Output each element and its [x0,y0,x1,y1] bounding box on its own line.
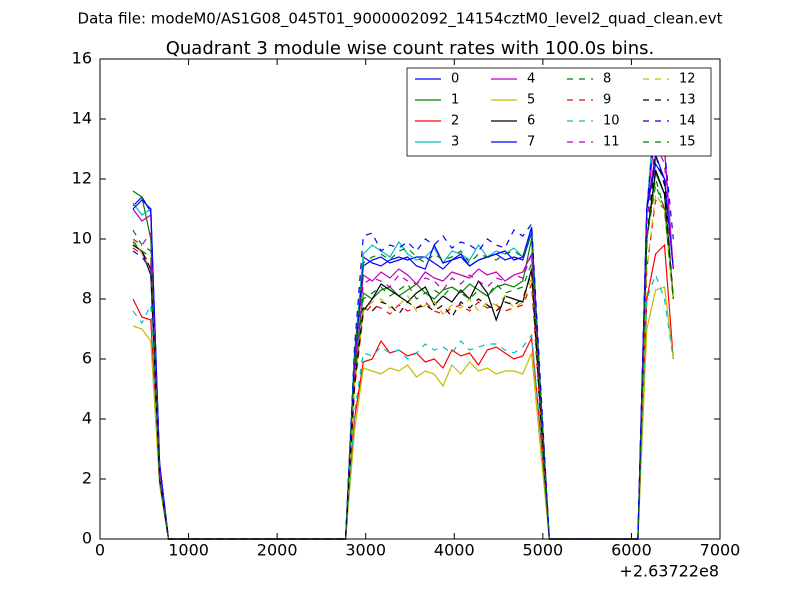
y-tick-label: 16 [72,49,92,68]
series-line [132,198,674,540]
series-line [132,97,674,540]
y-tick-label: 12 [72,169,92,188]
legend-label: 8 [603,72,611,87]
series-line [132,178,674,540]
series-line [132,243,674,540]
x-tick-label: 6000 [611,541,652,560]
legend-label: 0 [451,72,459,87]
x-tick-label: 3000 [345,541,386,560]
legend-label: 4 [527,72,535,87]
series-line [132,112,674,540]
x-tick-label: 4000 [434,541,475,560]
y-tick-label: 14 [72,109,92,128]
series-line [132,169,674,540]
x-tick-label: 1000 [168,541,209,560]
legend-label: 12 [679,72,696,87]
series-line [132,152,674,540]
x-tick-label: 0 [95,541,105,560]
y-tick-label: 4 [82,409,92,428]
x-tick-label: 2000 [257,541,298,560]
y-tick-label: 10 [72,229,92,248]
y-tick-label: 6 [82,349,92,368]
y-tick-label: 2 [82,469,92,488]
plot-area [132,97,674,540]
legend-label: 15 [679,135,696,150]
x-offset-label: +2.63722e8 [619,562,719,581]
series-line [132,182,674,540]
legend-label: 14 [679,114,696,129]
x-tick-label: 7000 [700,541,741,560]
y-tick-label: 0 [82,529,92,548]
series-line [132,170,674,540]
chart-title: Quadrant 3 module wise count rates with … [166,38,655,59]
legend-label: 2 [451,114,459,129]
series-line [132,154,674,540]
legend-label: 5 [527,93,535,108]
legend-label: 7 [527,135,535,150]
legend-label: 6 [527,114,535,129]
legend-label: 9 [603,93,611,108]
suptitle: Data file: modeM0/AS1G08_045T01_90000020… [78,10,723,29]
legend-label: 11 [603,135,620,150]
series-line [132,162,674,540]
series-line [132,140,674,540]
series-line [132,286,674,540]
series-line [132,125,674,540]
legend-label: 1 [451,93,459,108]
legend-label: 13 [679,93,696,108]
legend-box [406,67,712,157]
legend-label: 3 [451,135,459,150]
y-tick-label: 8 [82,289,92,308]
legend-label: 10 [603,114,620,129]
x-tick-label: 5000 [522,541,563,560]
series-line [132,273,674,540]
